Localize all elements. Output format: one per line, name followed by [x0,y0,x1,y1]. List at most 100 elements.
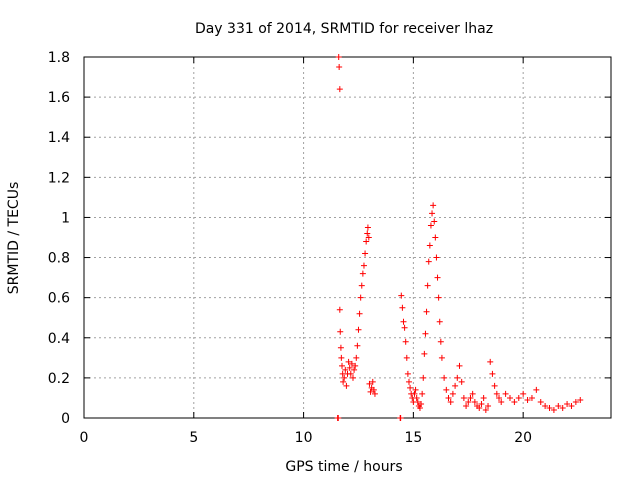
data-point [335,415,342,421]
data-point [432,234,439,241]
data-point [480,394,487,401]
y-axis-label: SRMTID / TECUs [6,182,22,295]
data-point [491,382,498,389]
data-point [469,390,476,397]
data-point [502,390,509,397]
data-point [412,386,419,393]
data-point [443,386,450,393]
data-point [441,374,448,381]
data-point [365,234,372,241]
data-point [542,402,549,409]
data-point [429,210,436,217]
data-point [414,398,421,405]
y-tick-label: 1.2 [48,170,70,186]
data-point [336,306,343,313]
data-point [564,400,571,407]
data-point [430,202,437,209]
data-point [546,404,553,411]
x-tick-label: 10 [295,430,313,446]
data-point [433,254,440,261]
data-point [371,390,378,397]
data-point [349,374,356,381]
data-point [403,354,410,361]
y-tick-label: 1.6 [48,90,70,106]
data-point [339,362,346,369]
data-point [362,250,369,257]
data-point [342,366,349,373]
data-point [355,326,362,333]
data-point [463,402,470,409]
x-tick-label: 5 [189,430,198,446]
data-point [506,394,513,401]
y-tick-label: 0.2 [48,371,70,387]
data-point [399,304,406,311]
data-point [427,222,434,229]
data-point [431,218,438,225]
data-point [449,390,456,397]
data-point [476,404,483,411]
data-point [419,390,426,397]
data-point [418,400,425,407]
data-point [465,398,472,405]
data-point [397,415,404,421]
data-point [401,324,408,331]
data-point [456,362,463,369]
data-point [404,370,411,377]
data-point [496,394,503,401]
data-point [511,398,518,405]
x-tick-label: 0 [80,430,89,446]
data-point [572,398,579,405]
x-tick-label: 20 [514,430,532,446]
data-point [343,382,350,389]
data-point [346,364,353,371]
data-point [335,54,342,60]
data-point [424,282,431,289]
data-point [400,318,407,325]
grid-layer [84,57,611,418]
data-point [482,406,489,413]
data-point [467,394,474,401]
data-point [360,262,367,269]
data-point [555,402,562,409]
data-point [487,358,494,365]
plot-frame [83,56,612,419]
data-point [471,398,478,405]
data-point [537,398,544,405]
data-point [485,402,492,409]
data-point [348,360,355,367]
data-point [366,380,373,387]
data-point [359,270,366,277]
data-point [413,394,420,401]
y-tick-label: 0.6 [48,291,70,307]
data-point [478,400,485,407]
data-point [515,394,522,401]
data-point [425,258,432,265]
data-point [550,406,557,413]
data-point [370,386,377,393]
data-point [358,282,365,289]
chart-title: Day 331 of 2014, SRMTID for receiver lha… [195,21,493,37]
data-point [354,342,361,349]
y-tick-label: 0.8 [48,251,70,267]
data-point [437,338,444,345]
data-point [520,390,527,397]
data-point [421,350,428,357]
data-point [498,398,505,405]
data-point [577,396,584,403]
data-point [559,404,566,411]
y-tick-label: 0 [61,411,70,427]
data-point [438,354,445,361]
data-point [411,390,418,397]
data-point [340,378,347,385]
data-point [435,294,442,301]
data-point [436,318,443,325]
data-point [416,404,423,411]
y-tick-label: 0.4 [48,331,70,347]
data-point [426,242,433,249]
data-point [524,396,531,403]
data-point [420,374,427,381]
data-point [364,230,371,237]
data-point [364,224,371,231]
data-point [336,86,343,93]
data-point [423,308,430,315]
